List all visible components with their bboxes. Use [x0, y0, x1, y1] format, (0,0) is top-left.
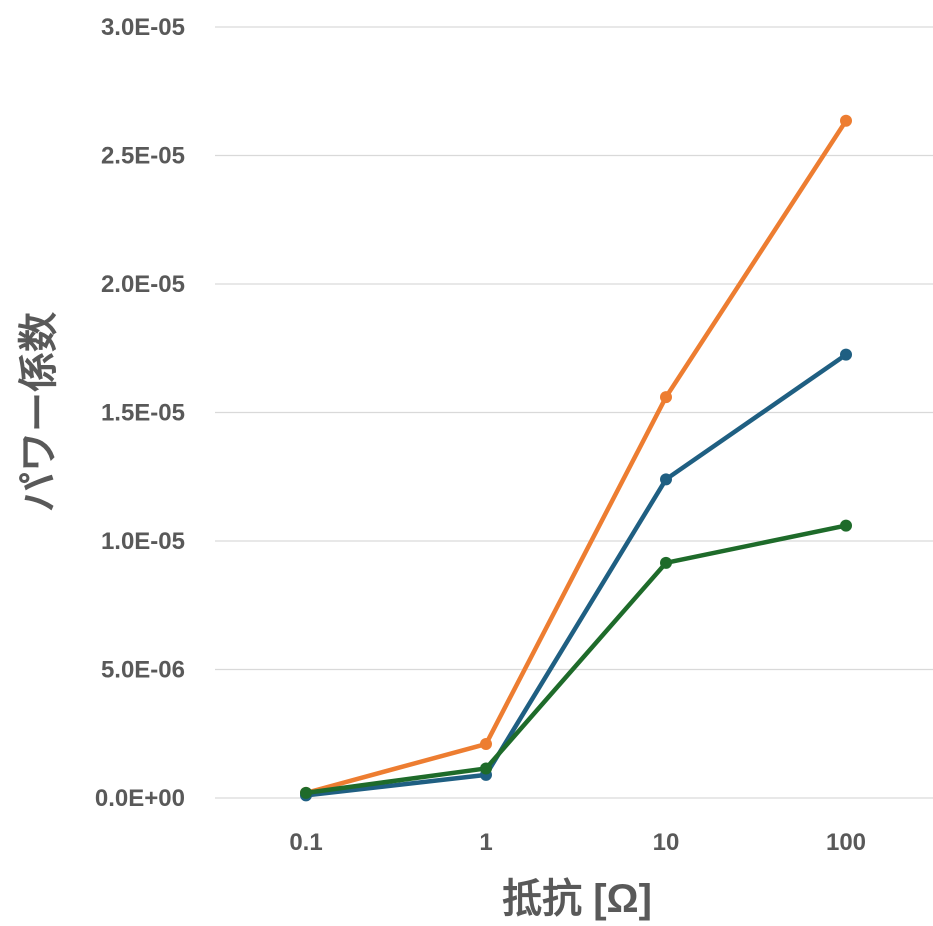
data-point: [660, 556, 672, 569]
data-point: [660, 391, 672, 404]
y-tick-label: 1.5E-05: [101, 400, 185, 427]
data-point: [660, 473, 672, 486]
series-1: [300, 114, 852, 799]
x-axis-tick-labels: 0.1 1 10 100: [289, 829, 866, 856]
y-tick-label: 5.0E-06: [101, 657, 185, 684]
y-tick-label: 1.0E-05: [101, 528, 185, 555]
data-point: [480, 738, 492, 751]
gridlines: [215, 26, 933, 799]
y-tick-label: 3.0E-05: [101, 14, 185, 41]
y-tick-label: 2.0E-05: [101, 271, 185, 298]
series-line: [303, 352, 849, 798]
x-axis-title: 抵抗 [Ω]: [502, 877, 652, 921]
x-tick-label: 1: [479, 829, 492, 856]
y-tick-label: 2.5E-05: [101, 143, 185, 170]
data-point: [300, 786, 312, 799]
data-point: [840, 114, 852, 127]
data-point: [480, 762, 492, 775]
x-tick-label: 0.1: [289, 829, 322, 856]
y-tick-label: 0.0E+00: [95, 785, 185, 812]
x-tick-label: 10: [653, 829, 680, 856]
y-axis-tick-labels: 0.0E+00 5.0E-06 1.0E-05 1.5E-05 2.0E-05 2.5E-…: [95, 14, 185, 812]
series-3: [300, 519, 852, 799]
x-tick-label: 100: [826, 829, 866, 856]
series-line: [303, 523, 849, 796]
data-series: [300, 114, 852, 802]
y-axis-title: パワー係数: [17, 312, 61, 512]
series-line: [303, 118, 849, 796]
data-point: [840, 348, 852, 361]
data-point: [840, 519, 852, 532]
